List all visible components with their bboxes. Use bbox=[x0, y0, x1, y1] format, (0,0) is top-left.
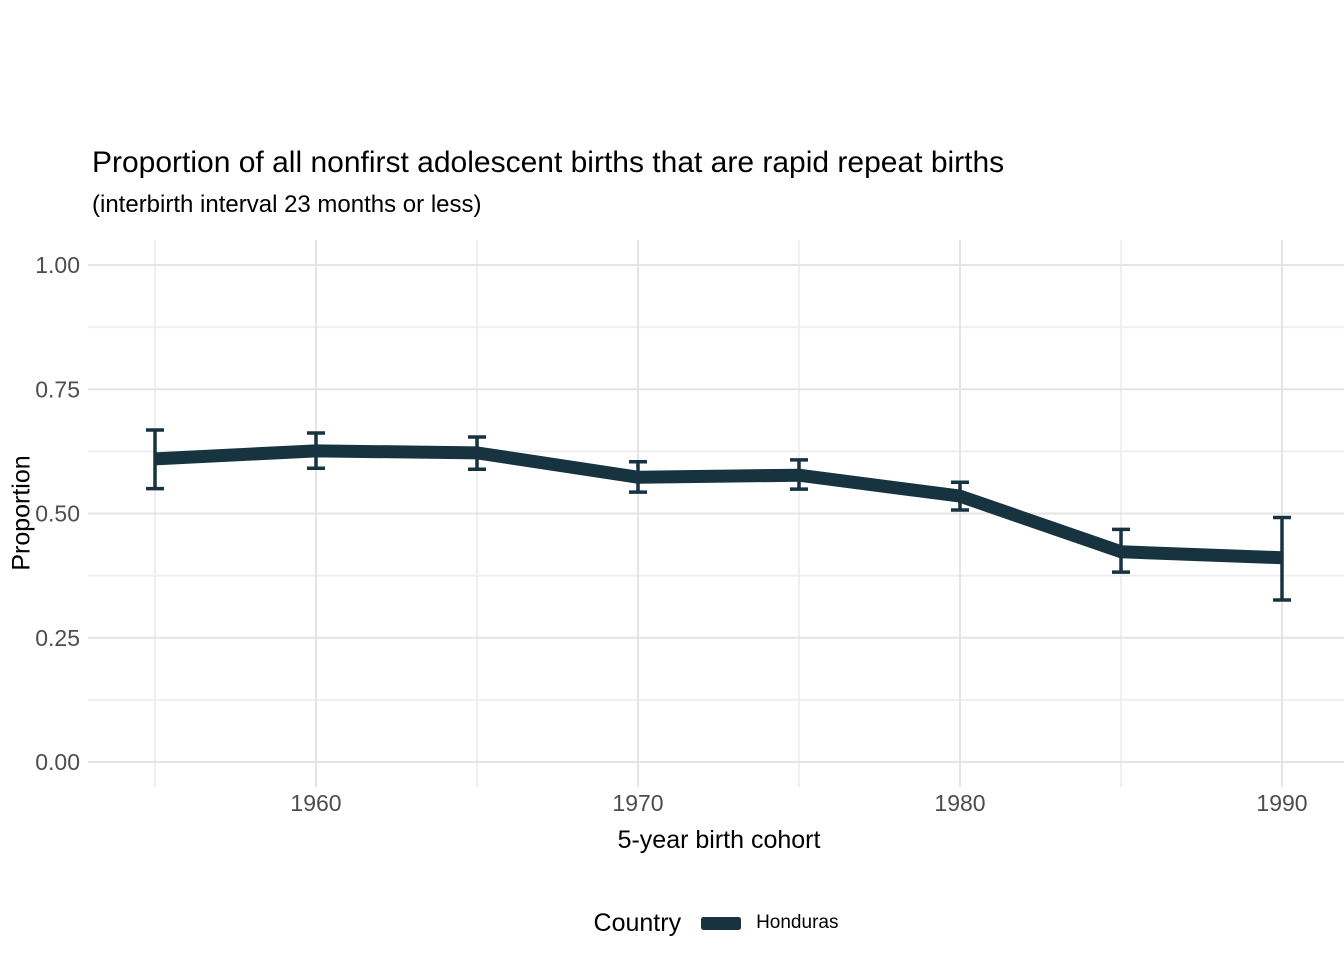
chart-subtitle: (interbirth interval 23 months or less) bbox=[92, 191, 482, 218]
x-tick-label: 1980 bbox=[934, 790, 985, 816]
chart-title: Proportion of all nonfirst adolescent bi… bbox=[92, 146, 1005, 179]
legend-label: Honduras bbox=[756, 912, 839, 933]
legend-title: Country bbox=[593, 908, 682, 937]
error-bar bbox=[146, 428, 164, 491]
y-tick-label: 0.50 bbox=[35, 501, 80, 527]
x-axis-title: 5-year birth cohort bbox=[617, 826, 821, 854]
x-tick-label: 1960 bbox=[290, 790, 341, 816]
legend-line-swatch bbox=[701, 916, 742, 930]
y-tick-label: 0.00 bbox=[35, 749, 80, 775]
x-tick-label: 1990 bbox=[1256, 790, 1307, 816]
x-tick-label: 1970 bbox=[612, 790, 663, 816]
series-line-honduras bbox=[154, 444, 1283, 565]
error-bar bbox=[1273, 515, 1291, 602]
legend-item-honduras: Honduras bbox=[701, 912, 838, 934]
legend: Country Honduras bbox=[88, 902, 1344, 944]
y-tick-label: 0.75 bbox=[35, 376, 80, 402]
y-tick-label: 0.25 bbox=[35, 625, 80, 651]
y-tick-label: 1.00 bbox=[35, 252, 80, 278]
y-axis-title: Proportion bbox=[7, 455, 36, 571]
